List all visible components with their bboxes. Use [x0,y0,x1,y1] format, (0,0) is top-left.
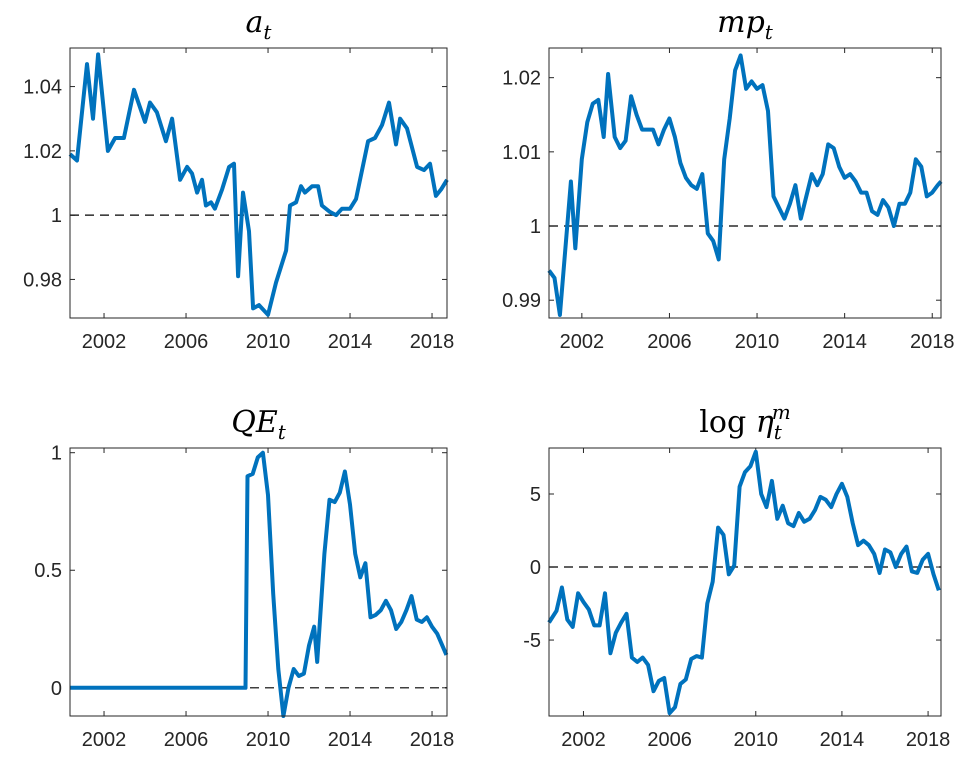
x-tick-label: 2010 [246,729,291,751]
title-prefix: log [699,405,746,440]
x-tick-label: 2018 [906,729,951,751]
y-tick-label: 1 [51,443,62,465]
y-tick-label: 5 [530,484,541,506]
y-tick-label: 1.01 [502,142,541,164]
title-sub: t [278,420,287,444]
data-line [547,53,943,317]
x-tick-label: 2014 [820,729,865,751]
y-tick-label: 0.5 [34,560,62,582]
x-tick-label: 2006 [647,729,692,751]
title-sub: t [765,20,774,44]
data-line [70,450,449,718]
y-tick-label: -5 [523,630,541,652]
y-tick-label: 1 [51,205,62,227]
y-tick-label: 1 [530,216,541,238]
axes-box [548,47,942,319]
x-tick-label: 2018 [410,729,455,751]
title-sub: t [774,420,783,444]
x-tick-label: 2002 [560,331,605,353]
axes-box [548,447,942,717]
y-tick-label: 0 [51,678,62,700]
x-tick-label: 2002 [82,331,127,353]
subplot: -5 0 5 2002 2006 2010 2014 2018 log ηtm [523,400,950,751]
subplot: 0.99 1 1.01 1.02 2002 2006 2010 2014 2018 mpt [502,5,954,353]
axes-box [69,47,448,319]
y-tick-label: 0.98 [23,269,62,291]
x-tick-label: 2006 [164,331,209,353]
title-text: η [756,405,774,440]
chart-title: log ηtm [699,400,790,444]
y-tick-label: 0.99 [502,290,541,312]
chart-title: at [246,5,273,44]
title-sup: m [772,400,791,424]
title-sub: t [263,20,272,44]
x-tick-label: 2002 [82,729,127,751]
data-line [547,449,941,716]
x-tick-label: 2018 [910,331,955,353]
axes-box [69,447,448,717]
data-line [68,52,449,317]
y-tick-label: 0 [530,557,541,579]
title-text: QE [231,405,278,440]
chart-title: mpt [717,5,774,44]
title-text: a [246,5,264,40]
y-tick-label: 1.02 [23,141,62,163]
x-tick-label: 2010 [734,729,779,751]
plot-area [70,48,447,318]
x-tick-label: 2002 [561,729,606,751]
x-tick-label: 2010 [735,331,780,353]
subplot: 0.98 1 1.02 1.04 2002 2006 2010 2014 2018 at [23,5,454,353]
x-tick-label: 2006 [647,331,692,353]
x-tick-label: 2014 [328,729,373,751]
plot-area [549,48,941,318]
subplot: 0 0.5 1 2002 2006 2010 2014 2018 QEt [34,405,454,751]
chart-title: QEt [231,405,287,444]
x-tick-label: 2014 [822,331,867,353]
x-tick-label: 2010 [246,331,291,353]
plot-area [70,448,447,716]
x-tick-label: 2006 [164,729,209,751]
plot-area [549,448,941,716]
x-tick-label: 2018 [410,331,455,353]
x-tick-label: 2014 [328,331,373,353]
y-tick-label: 1.02 [502,68,541,90]
y-tick-label: 1.04 [23,77,62,99]
title-text: mp [717,5,765,40]
